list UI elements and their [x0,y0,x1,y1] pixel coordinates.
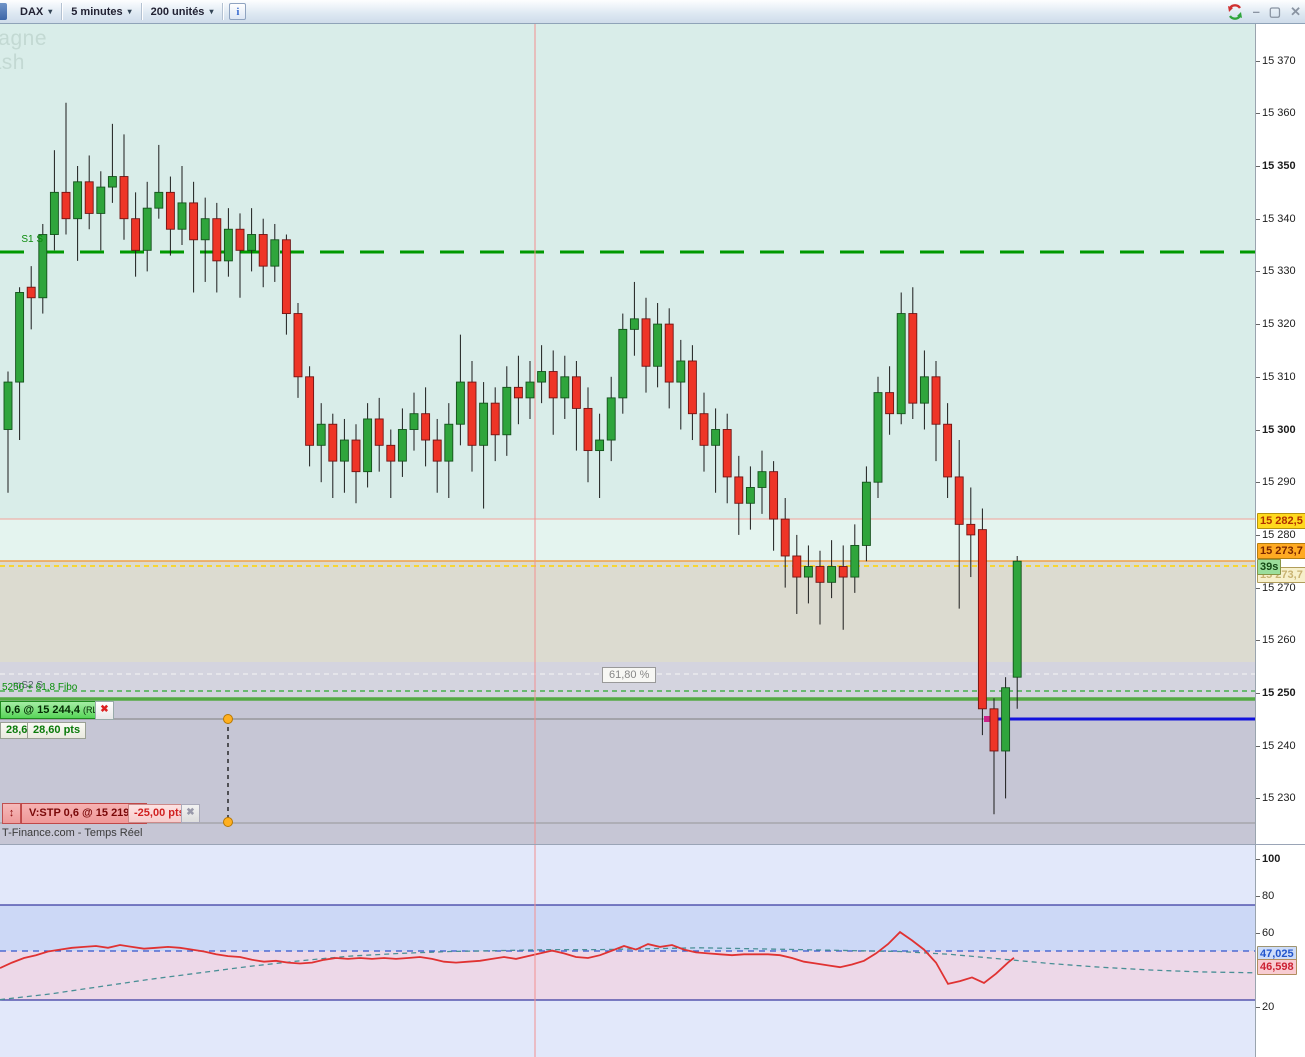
refresh-icon[interactable] [1226,3,1244,21]
toolbar-separator [61,3,63,20]
price-tick-label: 15 240 [1262,739,1296,752]
order-handle [223,714,233,724]
price-tick-label: 15 300 [1262,423,1296,436]
price-tick-label: 15 230 [1262,792,1296,805]
fibo-line-label: 5250 + 61,8 Fibo [2,682,78,693]
stop-points-chip: -25,00 pts [128,804,191,823]
axis-tick [1256,166,1260,167]
units-selector[interactable]: 200 unités ▾ [142,1,223,22]
axis-tick [1256,933,1260,934]
s1-label: S1 S [21,234,43,245]
window-controls: – ▢ ✕ [1226,0,1301,23]
indicator-chart-canvas[interactable] [0,845,1255,1057]
axis-tick [1256,429,1260,431]
position-suffix: (RL) [83,705,101,715]
data-feed-label: T-Finance.com - Temps Réel [2,827,143,839]
axis-tick [1256,587,1260,589]
position-close-button[interactable]: ✖ [95,701,114,720]
stop-close-button[interactable]: ✖ [181,804,200,823]
chevron-down-icon: ▾ [209,7,214,16]
instrument-selector[interactable]: DAX ▾ [11,1,61,22]
axis-tick [1256,859,1260,860]
timeframe-label: 5 minutes [71,5,123,18]
panel-divider[interactable] [0,844,1305,845]
candles [3,102,1022,815]
price-tick-label: 15 280 [1262,528,1296,541]
price-tick-label: 15 370 [1262,54,1296,67]
chevron-down-icon: ▾ [48,7,53,16]
instrument-watermark: Allemagne 40 Cash (1€) [0,27,47,74]
toolbar-separator [140,3,142,20]
stop-order-tag[interactable]: V:STP 0,6 @ 15 219,4 [21,803,147,824]
order-handle [223,817,233,827]
price-chart-canvas[interactable] [0,24,1255,845]
price-tick-label: 15 250 [1262,687,1296,699]
position-price: 0,6 @ 15 244,4 [5,704,80,716]
price-tick-label: 15 360 [1262,107,1296,120]
stop-drag-icon[interactable]: ↕ [2,803,21,824]
pnl-points-full: 28,60 pts [27,722,87,739]
fibo-percent-label[interactable]: 61,80 % [602,667,657,683]
chevron-down-icon: ▾ [127,7,132,16]
axis-tick [1256,1007,1260,1008]
minimize-button[interactable]: – [1252,4,1260,19]
price-tick-label: 15 260 [1262,634,1296,647]
price-tick-label: 15 310 [1262,370,1296,383]
axis-tick [1256,534,1260,536]
close-button[interactable]: ✕ [1290,4,1301,19]
entry-marker [984,716,990,722]
axis-tick [1256,482,1260,484]
series-rsi-average [0,947,1255,1001]
position-tag[interactable]: 0,6 @ 15 244,4 (RL) [0,701,106,719]
indicator-tick-label: 80 [1262,890,1275,902]
units-label: 200 unités [150,5,205,18]
bar-countdown-tag: 39s [1257,559,1282,575]
order-price-tag: 15 273,7 [1257,543,1305,559]
toolbar-separator [222,3,224,20]
axis-tick [1256,798,1260,800]
ms2-label: mS2 S [12,680,43,691]
indicator-tick-label: 100 [1262,853,1281,865]
timeframe-selector[interactable]: 5 minutes ▾ [62,1,140,22]
price-axis[interactable]: 15 370 15 360 15 350 15 340 15 330 15 320 15 3… [1255,24,1305,1057]
indicator-value-rsi: 46,598 [1257,959,1297,975]
price-tick-label: 15 350 [1262,160,1296,172]
axis-tick [1256,218,1260,220]
axis-tick [1256,640,1260,642]
indicator-tick-label: 20 [1262,1001,1275,1013]
axis-tick [1256,896,1260,897]
price-tick-label: 15 340 [1262,212,1296,225]
axis-tick [1256,271,1260,273]
indicator-tick-label: 60 [1262,927,1275,939]
price-tick-label: 15 290 [1262,476,1296,489]
axis-tick [1256,376,1260,378]
price-tick-label: 15 320 [1262,318,1296,331]
instrument-label: DAX [20,5,44,18]
alert-price-tag: 15 282,5 [1257,513,1305,529]
axis-tick [1256,693,1260,694]
maximize-button[interactable]: ▢ [1268,4,1282,19]
clipped-icon [0,3,7,20]
series-rsi [0,930,1015,985]
price-tick-label: 15 270 [1262,581,1296,594]
toolbar: DAX ▾ 5 minutes ▾ 200 unités ▾ i [0,0,1305,24]
axis-tick [1256,113,1260,115]
axis-tick [1256,60,1260,62]
info-button[interactable]: i [229,3,247,20]
axis-tick [1256,324,1260,326]
axis-tick [1256,745,1260,747]
price-tick-label: 15 330 [1262,265,1296,278]
